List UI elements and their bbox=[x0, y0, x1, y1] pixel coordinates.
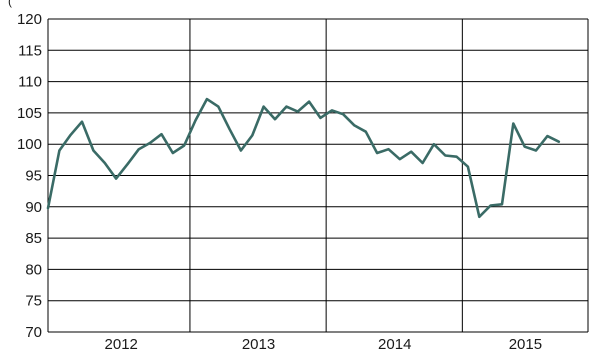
y-tick-label: 120 bbox=[17, 11, 42, 28]
y-tick-label: 80 bbox=[25, 261, 42, 278]
y-tick-label: 75 bbox=[25, 293, 42, 310]
series-layer bbox=[46, 97, 561, 219]
y-unit-label: ( bbox=[8, 0, 12, 8]
y-tick-label: 90 bbox=[25, 199, 42, 216]
y-tick-label: 70 bbox=[25, 324, 42, 341]
x-tick-label: 2014 bbox=[378, 336, 411, 351]
y-tick-label: 95 bbox=[25, 168, 42, 185]
x-tick-label: 2015 bbox=[509, 336, 542, 351]
y-tick-label: 110 bbox=[18, 74, 42, 91]
y-tick-label: 115 bbox=[18, 42, 42, 59]
x-tick-label: 2012 bbox=[105, 336, 138, 351]
y-tick-label: 105 bbox=[17, 105, 42, 122]
grid-lines bbox=[48, 18, 588, 333]
tick-labels: 70 75 80 85 90 95 100 105 110 115 120 2012 2013 2014 2… bbox=[17, 11, 542, 351]
series-line bbox=[46, 97, 561, 219]
axes bbox=[47, 19, 589, 333]
y-tick-label: 100 bbox=[17, 136, 42, 153]
y-tick-label: 85 bbox=[25, 230, 42, 247]
x-tick-label: 2013 bbox=[242, 336, 275, 351]
